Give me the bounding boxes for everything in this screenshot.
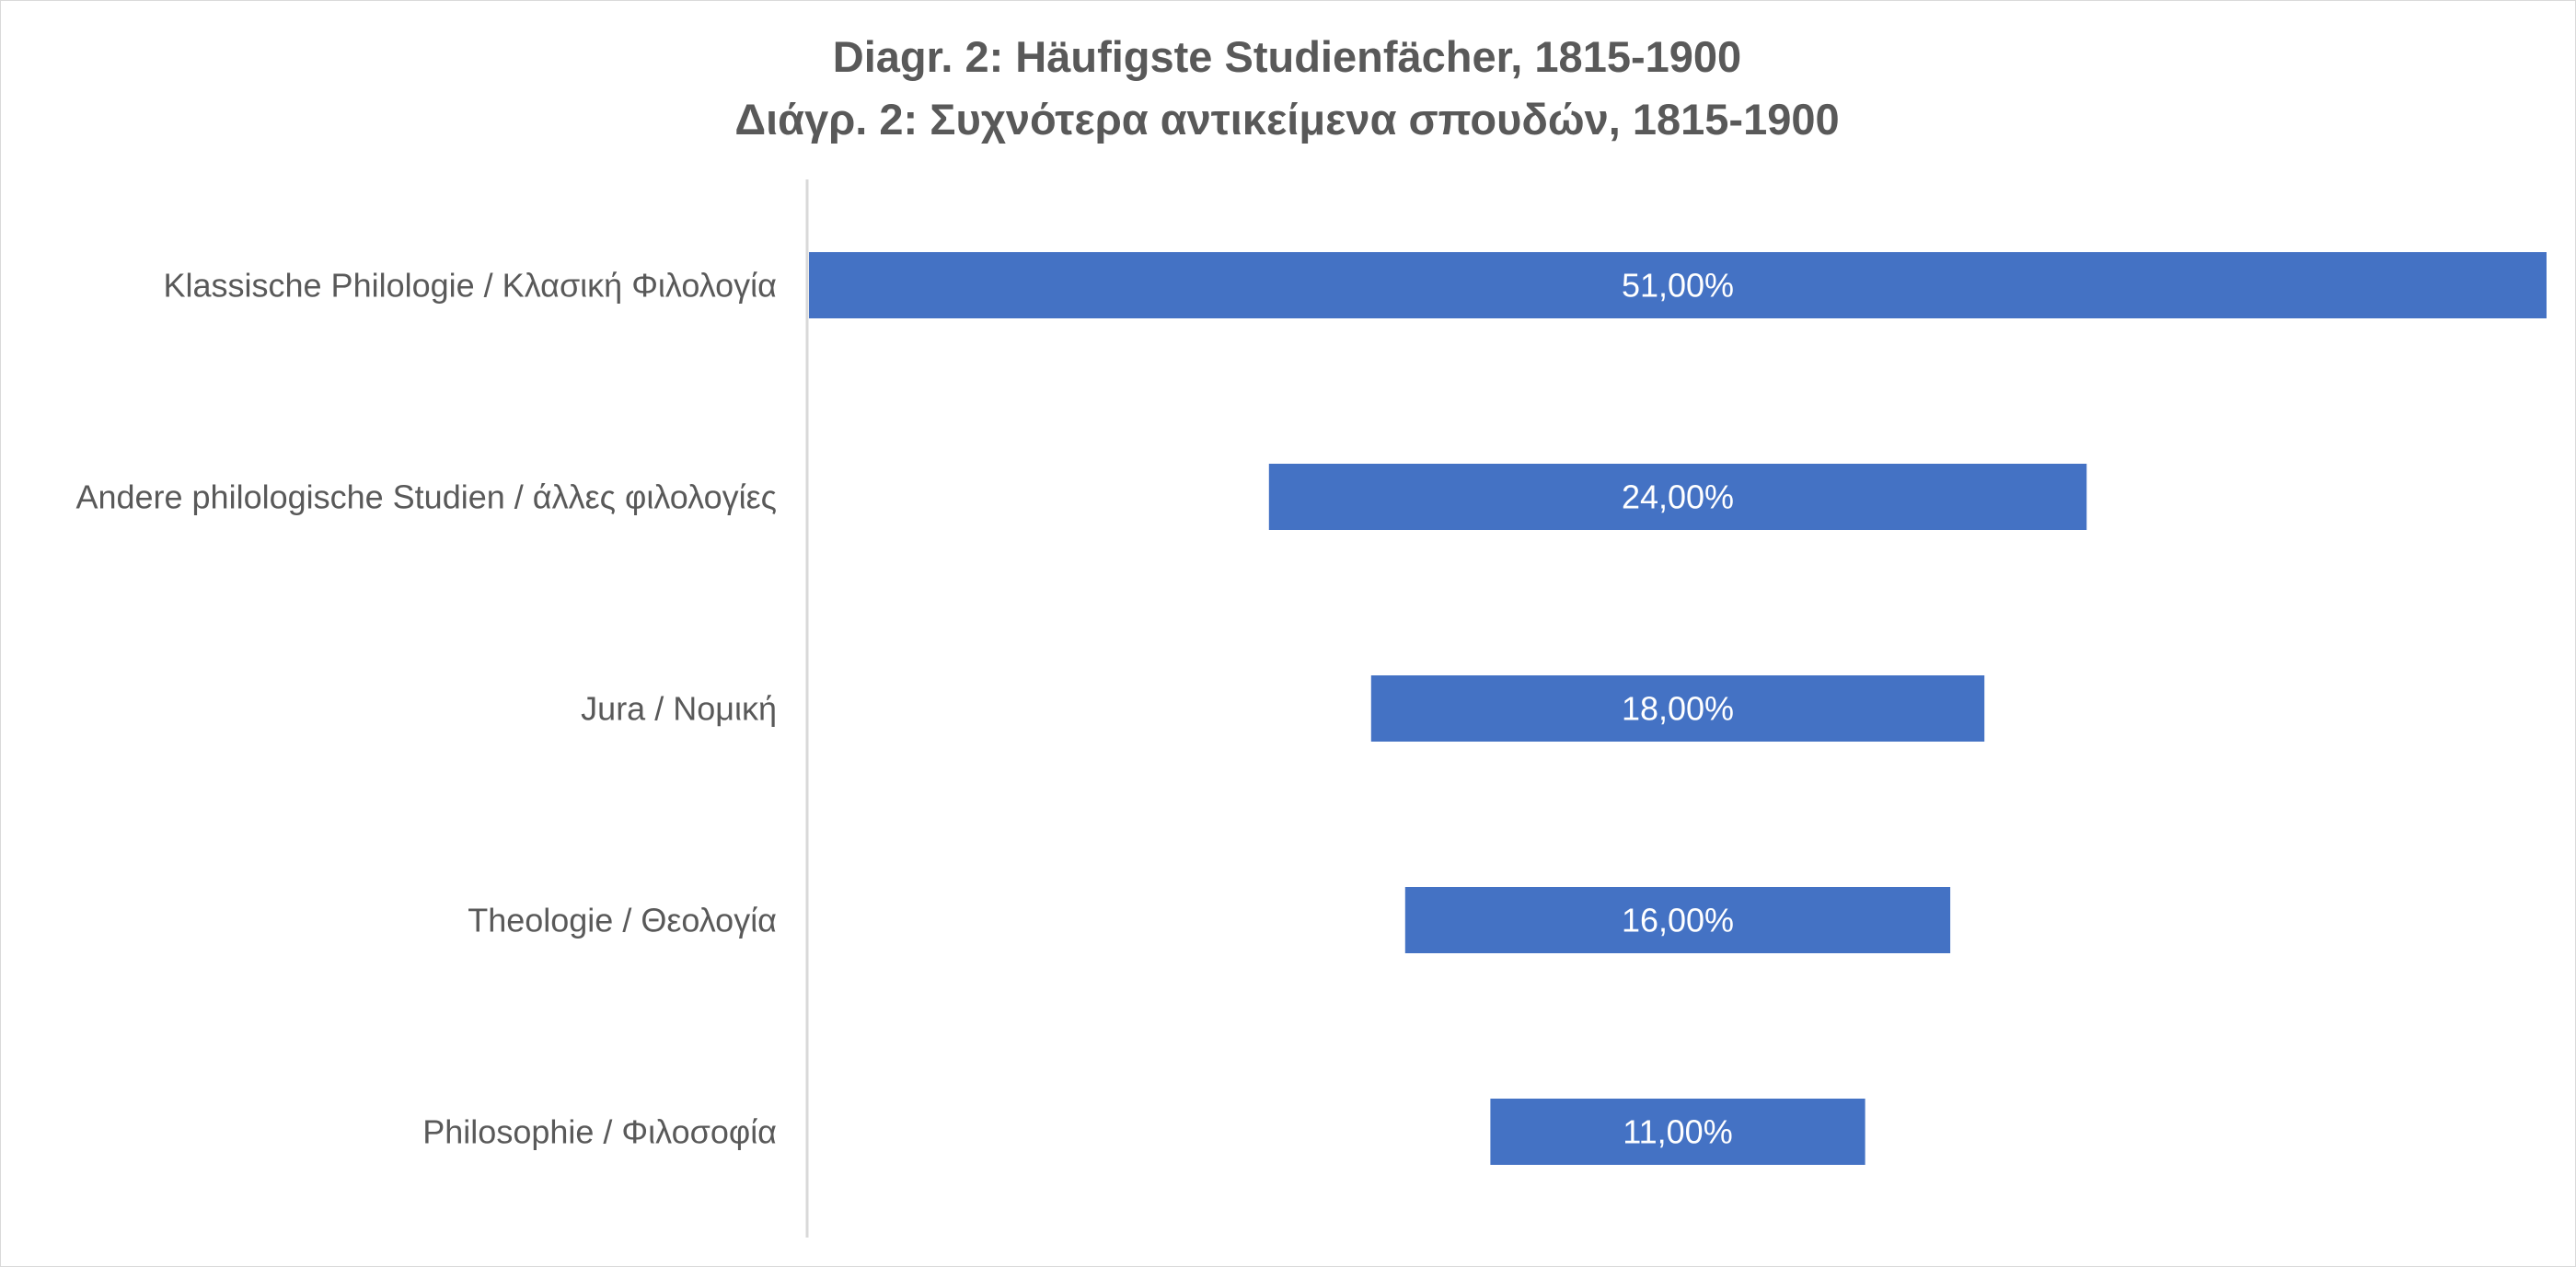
chart-subtitle: Διάγρ. 2: Συχνότερα αντικείμενα σπουδών,…: [734, 95, 1840, 144]
plot-area: 51,00% Klassische Philologie / Κλασική Φι…: [75, 252, 2547, 1165]
data-label: 24,00%: [1622, 478, 1734, 516]
chart-title-block: Diagr. 2: Häufigste Studienfächer, 1815-…: [0, 26, 2574, 151]
category-label: Philosophie / Φιλοσοφία: [422, 1113, 777, 1151]
bar: [809, 252, 2547, 318]
data-label: 11,00%: [1623, 1113, 1732, 1151]
bar: [1370, 675, 1985, 742]
data-label: 16,00%: [1622, 902, 1734, 939]
chart-title: Diagr. 2: Häufigste Studienfächer, 1815-…: [832, 32, 1742, 81]
data-label: 18,00%: [1622, 690, 1734, 728]
data-label: 51,00%: [1622, 267, 1734, 305]
category-label: Andere philologische Studien / άλλες φιλ…: [75, 478, 777, 516]
bar: [1404, 887, 1951, 953]
category-label: Klassische Philologie / Κλασική Φιλολογί…: [163, 267, 777, 305]
category-label: Theologie / Θεολογία: [468, 902, 777, 939]
bar: [1268, 464, 2087, 530]
category-label: Jura / Νομική: [581, 690, 777, 728]
bar: [1490, 1099, 1866, 1165]
